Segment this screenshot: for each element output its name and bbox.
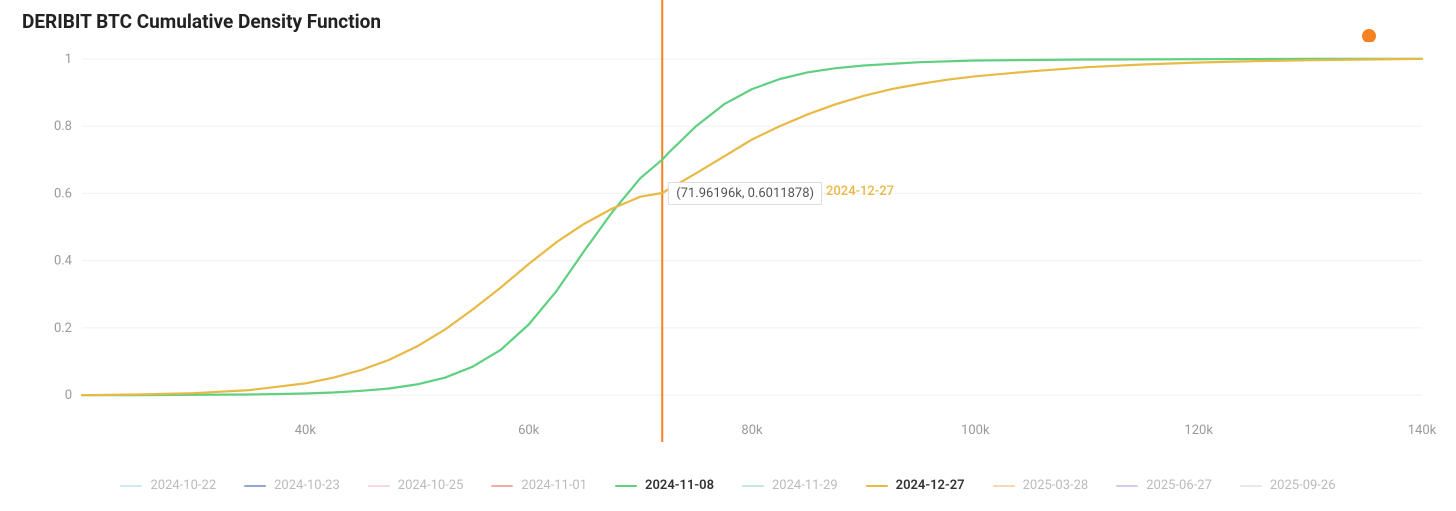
legend-swatch-icon [742, 485, 764, 487]
legend-item[interactable]: 2024-11-08 [615, 478, 714, 493]
legend-item[interactable]: 2024-11-29 [742, 478, 838, 493]
chart-container: DERIBIT BTC Cumulative Density Function … [0, 0, 1456, 511]
legend-item[interactable]: 2024-10-22 [120, 478, 216, 493]
x-tick-label: 40k [295, 423, 317, 438]
legend-label: 2024-11-01 [521, 478, 587, 493]
legend-swatch-icon [491, 485, 513, 487]
legend-item[interactable]: 2025-03-28 [993, 478, 1089, 493]
legend-label: 2025-06-27 [1146, 478, 1212, 493]
legend-label: 2025-09-26 [1270, 478, 1336, 493]
y-tick-label: 0.8 [54, 119, 72, 134]
x-tick-label: 60k [518, 423, 540, 438]
x-tick-label: 100k [961, 423, 990, 438]
legend-label: 2024-12-27 [896, 478, 965, 493]
legend-swatch-icon [368, 485, 390, 487]
legend-label: 2024-11-08 [645, 478, 714, 493]
legend-label: 2024-10-25 [398, 478, 464, 493]
legend-swatch-icon [993, 485, 1015, 487]
legend-item[interactable]: 2024-12-27 [866, 478, 965, 493]
legend-label: 2024-10-23 [274, 478, 340, 493]
legend-item[interactable]: 2025-06-27 [1116, 478, 1212, 493]
y-tick-label: 0.2 [54, 321, 72, 336]
y-tick-label: 1 [65, 52, 72, 67]
legend-swatch-icon [1116, 485, 1138, 487]
chart-svg[interactable]: 00.20.40.60.8140k60k80k100k120k140k [0, 0, 1456, 451]
legend-item[interactable]: 2024-10-23 [244, 478, 340, 493]
legend-swatch-icon [1240, 485, 1262, 487]
legend-label: 2024-10-22 [150, 478, 216, 493]
legend-label: 2024-11-29 [772, 478, 838, 493]
x-tick-label: 140k [1408, 423, 1437, 438]
legend-swatch-icon [615, 485, 637, 487]
legend-swatch-icon [866, 485, 888, 487]
x-tick-label: 120k [1184, 423, 1213, 438]
legend: 2024-10-22 2024-10-23 2024-10-25 2024-11-01… [0, 478, 1456, 493]
legend-item[interactable]: 2024-11-01 [491, 478, 587, 493]
legend-swatch-icon [244, 485, 266, 487]
legend-item[interactable]: 2024-10-25 [368, 478, 464, 493]
y-tick-label: 0.6 [54, 186, 72, 201]
legend-item[interactable]: 2025-09-26 [1240, 478, 1336, 493]
y-tick-label: 0 [65, 388, 72, 403]
legend-label: 2025-03-28 [1023, 478, 1089, 493]
legend-swatch-icon [120, 485, 142, 487]
x-tick-label: 80k [741, 423, 763, 438]
y-tick-label: 0.4 [54, 254, 73, 269]
